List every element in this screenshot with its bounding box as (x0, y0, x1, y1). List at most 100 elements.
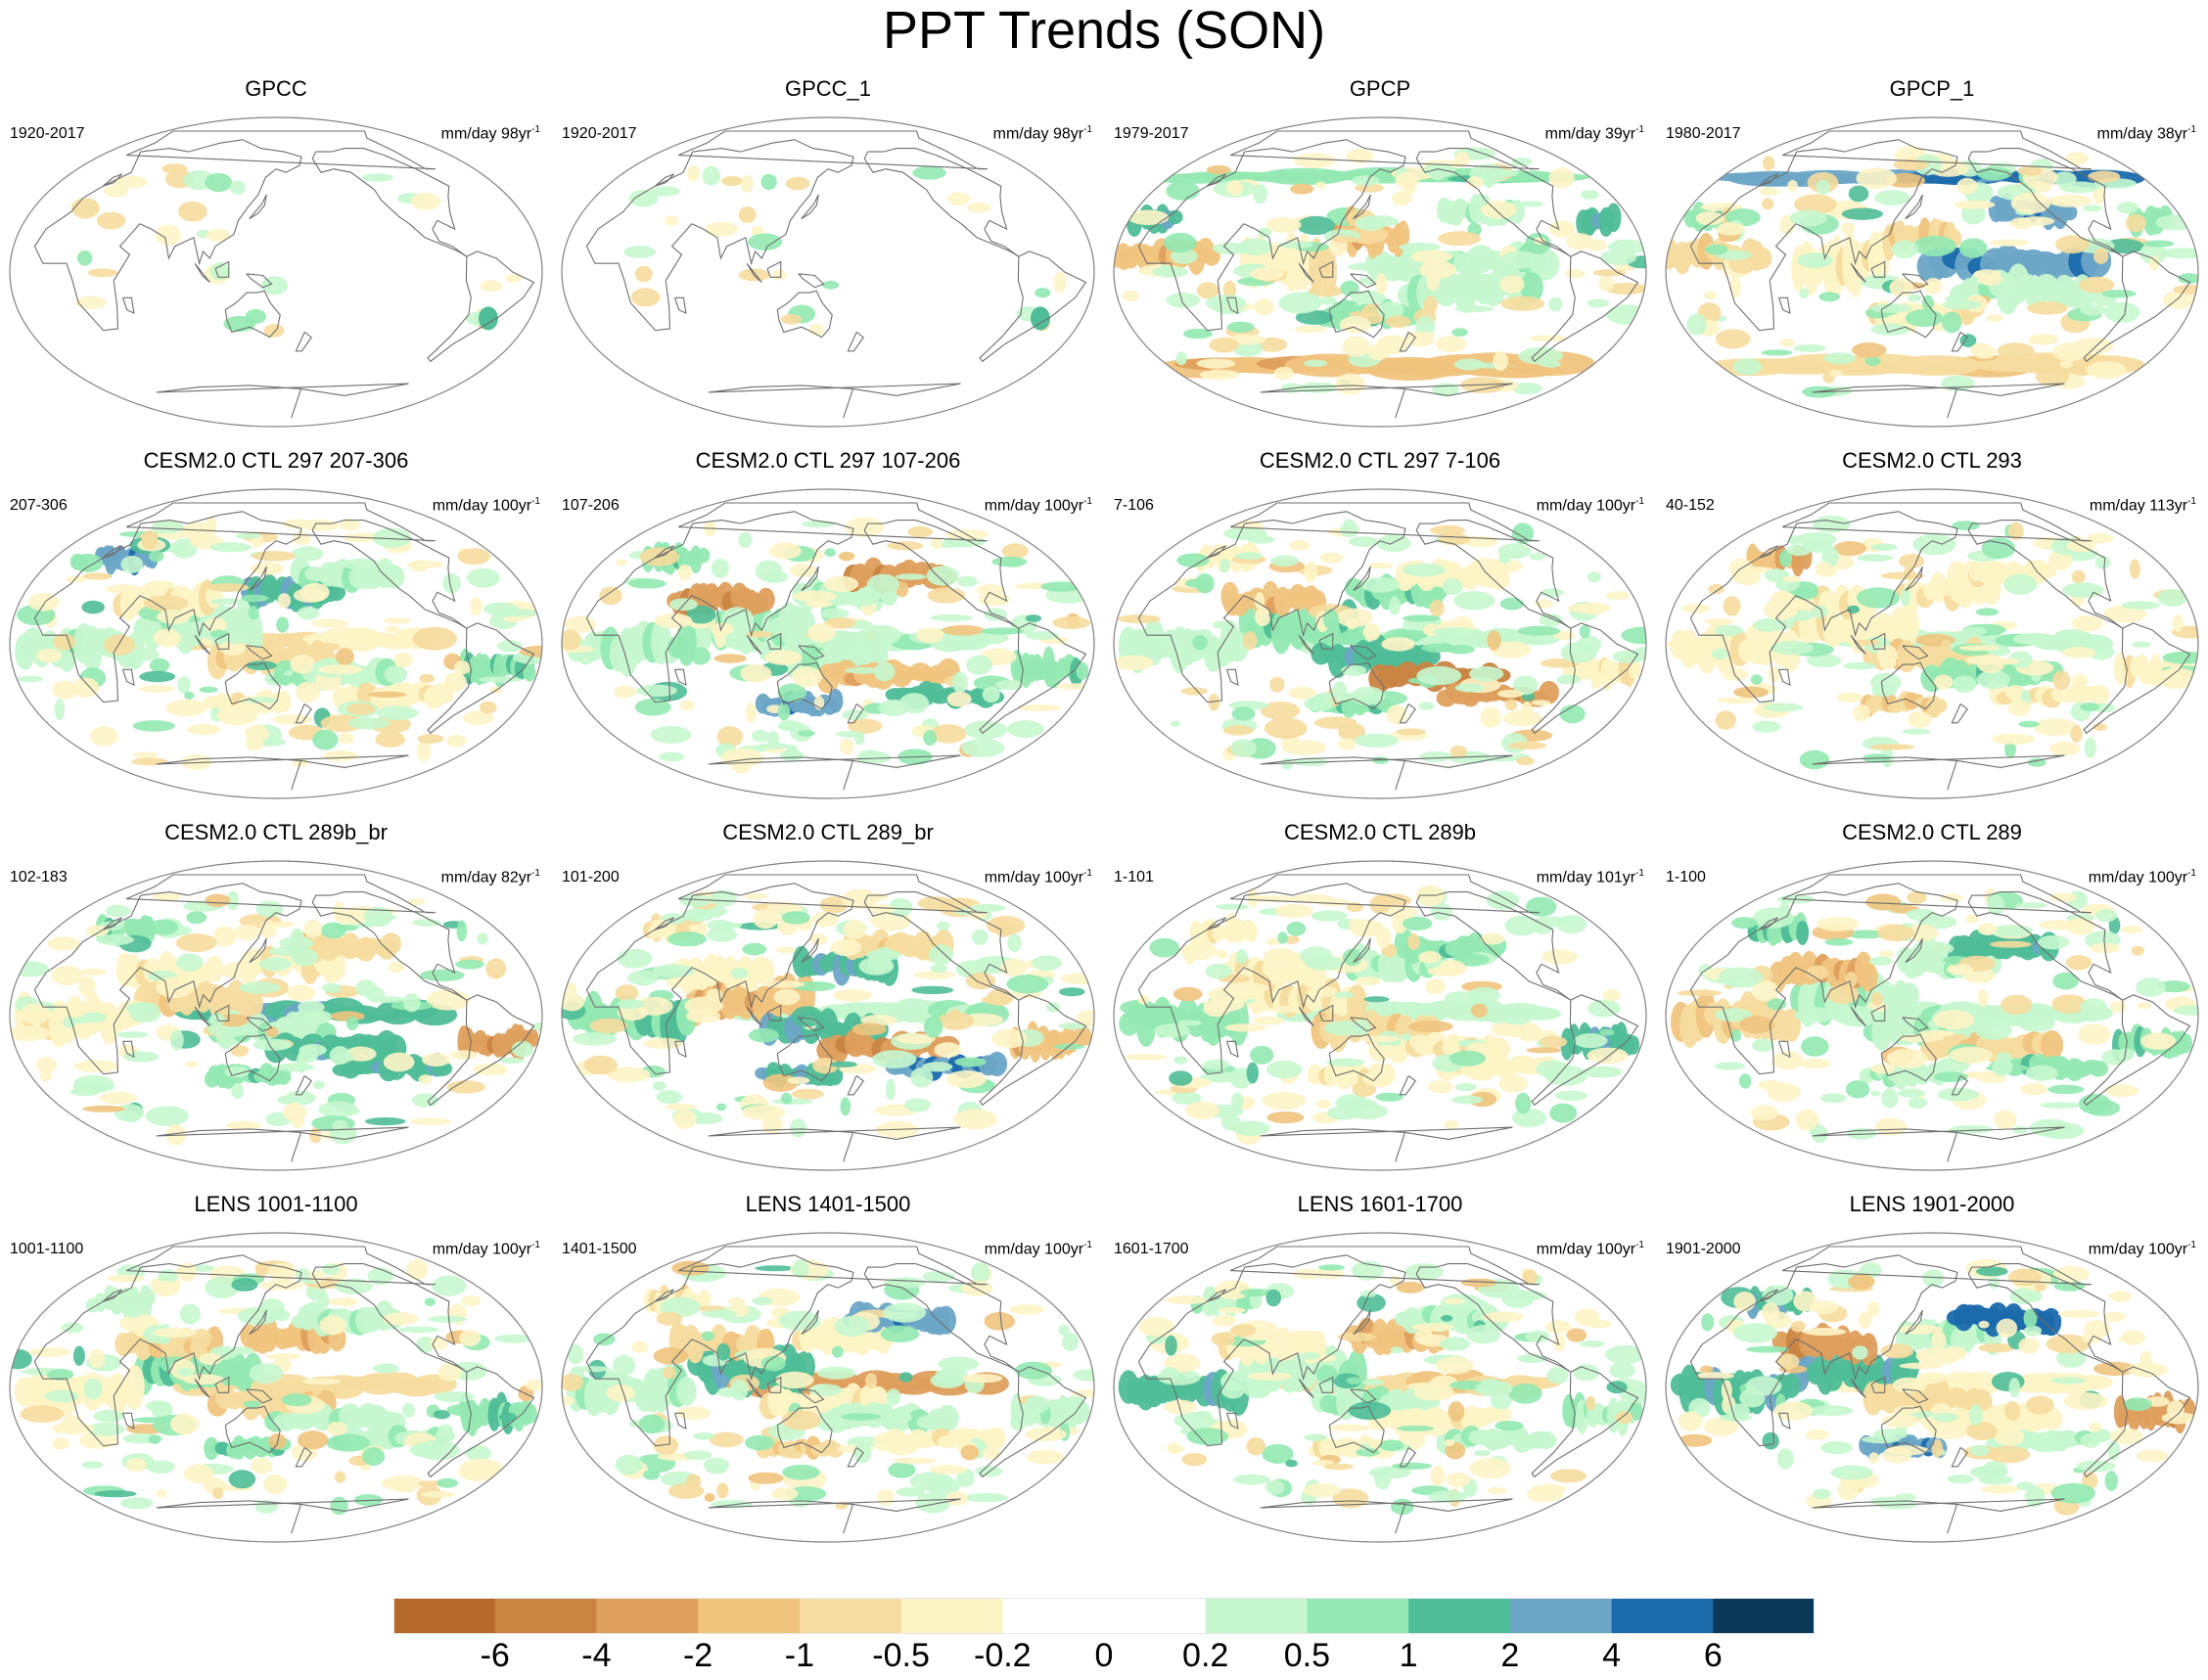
units-suffix: yr (2174, 497, 2188, 515)
trend-map (561, 116, 1095, 428)
colorbar-tick-label: 1 (1399, 1637, 1418, 1674)
panel-period: 40-152 (1666, 497, 1715, 514)
units-exponent: -1 (1083, 124, 1092, 135)
panel-period: 7-106 (1114, 497, 1154, 514)
colorbar (393, 1598, 1815, 1634)
panel-period: 1901-2000 (1666, 1241, 1741, 1257)
panel-title: LENS 1601-1700 (1297, 1192, 1463, 1216)
units-exponent: -1 (2187, 496, 2196, 507)
panel-units: mm/day 100yr-1 (1537, 1237, 1644, 1258)
trend-shading (10, 890, 542, 1146)
panel-period: 1601-1700 (1114, 1241, 1189, 1257)
panel-period: 1-101 (1114, 869, 1154, 885)
colorbar-tick-label: -6 (480, 1637, 510, 1674)
coastlines (33, 874, 535, 1162)
units-exponent: -1 (2187, 1240, 2196, 1250)
trend-shading (1671, 887, 2198, 1144)
panel-title: GPCP_1 (1889, 76, 1975, 101)
units-years: 113 (2149, 497, 2175, 515)
units-exponent: -1 (1083, 496, 1092, 507)
panel-title: CESM2.0 CTL 289b (1283, 820, 1477, 844)
coastlines (585, 130, 1087, 419)
trend-shading (1666, 515, 2198, 770)
coastlines (1137, 874, 1639, 1162)
panel-period: 1920-2017 (562, 125, 637, 142)
panel-grid: GPCC 1920-2017 mm/day 98yr-1 GPCC_1 1920-201… (0, 76, 2208, 1564)
units-years: 98 (1052, 125, 1071, 143)
panel-units: mm/day 98yr-1 (993, 121, 1092, 143)
trend-map (1665, 1232, 2199, 1543)
panel-title: CESM2.0 CTL 297 107-206 (695, 448, 961, 473)
units-suffix: yr (2174, 1241, 2188, 1258)
units-prefix: mm/day (440, 869, 497, 886)
map-panel: CESM2.0 CTL 289 1-100 mm/day 100yr-1 (1656, 820, 2208, 1192)
map-panel: LENS 1001-1100 1001-1100 mm/day 100yr-1 (0, 1192, 552, 1564)
coastlines (1137, 130, 1639, 419)
map-border (9, 488, 543, 799)
map-border (561, 488, 1095, 799)
panel-units: mm/day 100yr-1 (433, 493, 540, 515)
panel-period: 1920-2017 (10, 125, 85, 142)
trend-shading (1114, 519, 1646, 770)
colorbar-tick-label: -0.2 (974, 1637, 1032, 1674)
coastlines (1137, 502, 1639, 791)
colorbar-swatch (698, 1598, 801, 1634)
panel-units: mm/day 100yr-1 (433, 1237, 540, 1258)
map-border (1665, 488, 2199, 799)
map-border (1113, 116, 1647, 428)
trend-map (9, 860, 543, 1171)
colorbar-tick-label: 0 (1094, 1637, 1114, 1674)
trend-shading (1118, 1260, 1646, 1516)
units-suffix: yr (2174, 125, 2188, 143)
units-prefix: mm/day (984, 869, 1040, 886)
panel-units: mm/day 100yr-1 (985, 865, 1092, 886)
colorbar-swatch (1509, 1598, 1613, 1634)
map-panel: LENS 1901-2000 1901-2000 mm/day 100yr-1 (1656, 1192, 2208, 1564)
colorbar-tick-label: -2 (682, 1637, 713, 1674)
colorbar-swatch (1307, 1598, 1409, 1634)
map-border (1113, 1232, 1647, 1543)
map-panel: CESM2.0 CTL 289_br 101-200 mm/day 100yr-1 (552, 820, 1104, 1192)
units-prefix: mm/day (2088, 869, 2144, 886)
map-border (561, 116, 1095, 428)
map-border (561, 1232, 1095, 1543)
map-border (1665, 116, 2199, 428)
units-suffix: yr (1622, 1241, 1636, 1258)
coastlines (33, 502, 535, 791)
panel-period: 102-183 (10, 869, 68, 885)
coastlines (1689, 874, 2191, 1162)
panel-title: CESM2.0 CTL 289_br (722, 820, 934, 844)
trend-map (561, 1232, 1095, 1543)
units-years: 100 (1596, 497, 1623, 515)
units-suffix: yr (518, 1241, 532, 1258)
panel-title: LENS 1001-1100 (194, 1192, 358, 1216)
coastlines (1689, 130, 2191, 419)
units-prefix: mm/day (432, 497, 488, 515)
panel-period: 1001-1100 (10, 1241, 84, 1257)
units-exponent: -1 (1635, 1240, 1644, 1250)
panel-period: 207-306 (10, 497, 68, 514)
map-panel: CESM2.0 CTL 297 207-306 207-306 mm/day 100… (0, 448, 552, 820)
panel-period: 1401-1500 (562, 1241, 637, 1257)
colorbar-swatch (900, 1598, 1003, 1634)
figure-title: PPT Trends (SON) (882, 1, 1326, 60)
map-border (9, 1232, 543, 1543)
units-prefix: mm/day (1544, 125, 1601, 143)
map-panel: LENS 1601-1700 1601-1700 mm/day 100yr-1 (1104, 1192, 1656, 1564)
colorbar-tick-label: 0.2 (1182, 1637, 1229, 1674)
trend-map (9, 488, 543, 799)
map-border (1113, 488, 1647, 799)
panel-units: mm/day 101yr-1 (1537, 865, 1644, 886)
colorbar-tick-label: -0.5 (872, 1637, 930, 1674)
map-panel: GPCP_1 1980-2017 mm/day 38yr-1 (1656, 76, 2208, 448)
units-prefix: mm/day (1536, 1241, 1592, 1258)
trend-map (9, 1232, 543, 1543)
coastlines (33, 130, 535, 419)
units-suffix: yr (1070, 869, 1084, 886)
units-prefix: mm/day (2089, 497, 2145, 515)
colorbar-labels: -6 -4 -2 -1 -0.5 -0.2 0 0.2 0.5 1 2 4 6 (0, 1636, 2208, 1680)
panel-title: CESM2.0 CTL 293 (1842, 448, 2022, 473)
colorbar-tick-label: 4 (1602, 1637, 1622, 1674)
colorbar-tick-label: 2 (1500, 1637, 1520, 1674)
panel-units: mm/day 82yr-1 (441, 865, 540, 886)
